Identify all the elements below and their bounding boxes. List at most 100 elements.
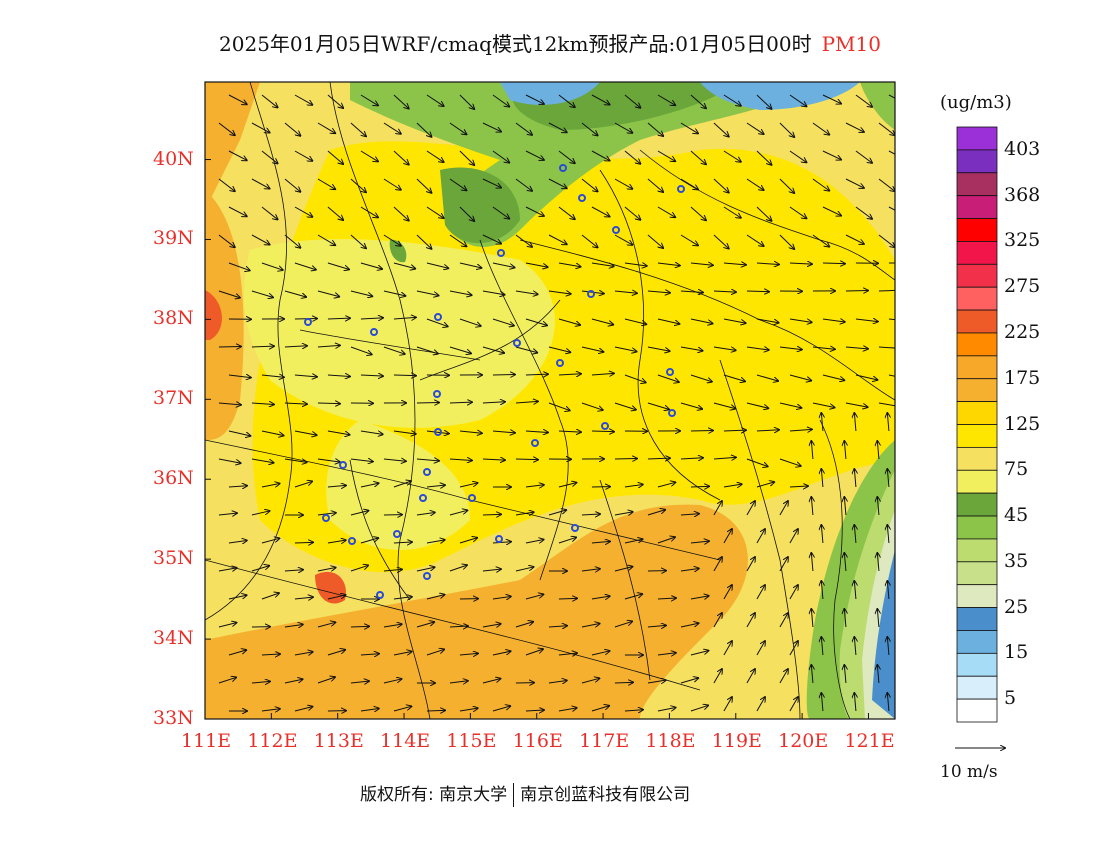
plot-frame — [204, 81, 896, 720]
wind-arrow — [482, 290, 505, 295]
wind-arrow — [746, 122, 764, 134]
wind-arrow — [228, 150, 247, 160]
lat-label: 39N — [153, 227, 194, 250]
wind-arrow — [317, 290, 339, 297]
colorbar-level-label: 175 — [1004, 366, 1041, 389]
wind-arrow — [878, 122, 895, 135]
wind-arrow — [317, 459, 340, 462]
wind-arrow — [251, 346, 274, 347]
wind-arrow — [317, 403, 340, 404]
colorbar-level-label: 325 — [1004, 229, 1041, 252]
wind-arrow — [779, 347, 802, 350]
station-marker — [423, 468, 431, 476]
wind-arrow — [657, 263, 680, 266]
wind-arrow — [647, 625, 666, 627]
wind-arrow — [449, 459, 472, 460]
station-marker — [433, 390, 441, 398]
station-marker — [556, 359, 564, 367]
lon-label: 119E — [711, 730, 762, 752]
wind-arrow — [426, 649, 444, 656]
wind-arrow — [284, 403, 307, 404]
wind-arrow — [624, 318, 646, 324]
wind-arrow — [844, 665, 846, 684]
wind-arrow — [548, 234, 567, 244]
wind-arrow — [327, 430, 350, 435]
station-marker — [677, 185, 685, 193]
wind-arrow — [713, 346, 736, 350]
wind-arrow — [416, 234, 432, 249]
wind-arrow — [426, 595, 444, 600]
wind-arrow — [228, 375, 251, 378]
wind-arrow — [449, 681, 468, 683]
wind-arrow — [558, 537, 576, 544]
wind-arrow — [251, 681, 270, 683]
wind-arrow — [261, 430, 284, 435]
copyright-owner-1: 南京大学 — [439, 785, 508, 805]
colorbar-level-label: 368 — [1004, 183, 1041, 206]
wind-arrow — [459, 94, 474, 109]
wind-arrow — [690, 705, 708, 712]
wind-arrow — [591, 150, 610, 161]
wind-arrow — [821, 525, 823, 544]
wind-arrow — [459, 318, 481, 326]
wind-arrow — [657, 206, 675, 217]
wind-arrow — [218, 178, 235, 191]
wind-arrow — [887, 693, 889, 712]
wind-arrow — [548, 680, 567, 683]
wind-arrow — [581, 122, 598, 135]
wind-arrow — [426, 710, 445, 711]
wind-arrow — [878, 402, 895, 407]
wind-arrow — [261, 94, 278, 107]
wind-arrow — [426, 206, 444, 218]
wind-arrow — [327, 150, 343, 164]
wind-arrow — [789, 529, 798, 544]
wind-arrow — [218, 122, 235, 135]
wind-arrow — [459, 653, 478, 655]
wind-arrow — [317, 513, 336, 515]
wind-arrow — [854, 693, 856, 712]
wind-arrow — [294, 430, 317, 435]
wind-arrow — [360, 262, 382, 269]
wind-arrow — [624, 710, 643, 711]
wind-arrow — [855, 206, 872, 219]
wind-arrow — [383, 346, 405, 354]
wind-arrow — [548, 402, 570, 410]
wind-arrow — [228, 595, 247, 600]
wind-arrow — [350, 234, 366, 248]
wind-arrow — [449, 565, 467, 572]
wind-arrow — [690, 541, 709, 543]
wind-arrow — [218, 403, 241, 405]
station-marker — [434, 313, 442, 321]
wind-arrow — [779, 501, 788, 516]
wind-arrow — [294, 206, 312, 217]
station-marker — [419, 494, 427, 502]
lat-label: 35N — [153, 547, 194, 570]
colorbar-level-label: 25 — [1004, 595, 1029, 618]
wind-arrow — [746, 178, 764, 190]
colorbar-box — [956, 652, 998, 677]
wind-arrow — [614, 122, 632, 133]
wind-arrow — [591, 206, 610, 217]
wind-arrow — [525, 374, 548, 375]
wind-arrow — [426, 150, 444, 162]
wind-arrow — [492, 542, 511, 543]
wind-arrow — [251, 566, 269, 572]
wind-arrow — [515, 346, 537, 353]
wind-arrow — [284, 178, 300, 192]
wind-arrow — [756, 697, 765, 712]
wind-arrow — [779, 178, 794, 193]
wind-arrow — [713, 613, 722, 628]
wind-arrow — [525, 710, 544, 711]
wind-arrow — [680, 678, 698, 684]
wind-arrow — [811, 553, 813, 572]
wind-arrow — [690, 150, 706, 164]
wind-arrow — [887, 413, 889, 432]
wind-arrow — [515, 178, 532, 191]
wind-arrow — [360, 375, 383, 376]
wind-arrow — [317, 568, 336, 572]
wind-arrow — [614, 512, 633, 515]
colorbar-level-label: 225 — [1004, 320, 1041, 343]
wind-arrow — [284, 624, 303, 627]
colorbar-box — [956, 584, 998, 608]
wind-arrow — [327, 540, 346, 543]
